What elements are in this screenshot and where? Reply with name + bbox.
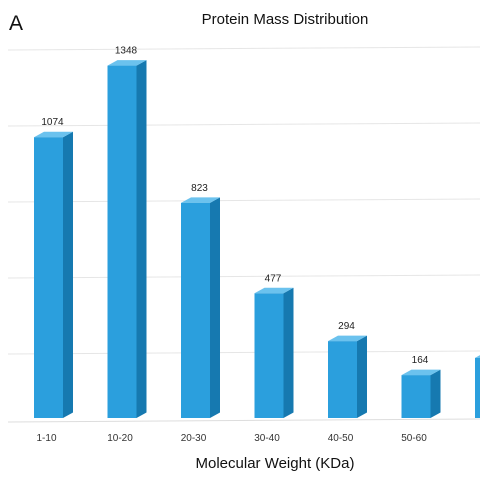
bar-top xyxy=(107,60,147,66)
bar-> xyxy=(475,355,480,418)
bar-side xyxy=(283,287,294,418)
x-axis-label: Molecular Weight (KDa) xyxy=(196,455,355,472)
bar-40-50 xyxy=(328,335,367,418)
bar-front xyxy=(181,202,210,418)
bar-20-30 xyxy=(181,197,220,418)
bar-10-20 xyxy=(107,60,147,418)
bar-side xyxy=(210,197,220,418)
bar-side xyxy=(63,131,73,418)
bar-front xyxy=(328,341,357,418)
data-label-10-20: 1348 xyxy=(115,46,138,57)
data-labels: 1074 1348 823 477 294 164 xyxy=(41,46,428,367)
bar-front xyxy=(475,357,480,418)
panel-label: A xyxy=(9,12,23,35)
bar-1-10 xyxy=(34,131,73,418)
tick-label-2: 10-20 xyxy=(107,433,133,444)
bar-front xyxy=(401,375,431,418)
tick-label-1: 1-10 xyxy=(36,433,56,444)
bar-top xyxy=(328,335,367,342)
bar-30-40 xyxy=(254,287,294,418)
data-label-1-10: 1074 xyxy=(41,117,64,128)
bars xyxy=(34,60,480,418)
gridline xyxy=(7,198,480,203)
bar-side xyxy=(136,60,147,418)
gridline xyxy=(7,46,480,51)
bar-50-60 xyxy=(401,369,441,418)
tick-label-6: 50-60 xyxy=(401,433,427,444)
data-label-50-60: 164 xyxy=(412,355,429,366)
tick-label-5: 40-50 xyxy=(328,433,354,444)
bar-top xyxy=(401,369,441,376)
bar-front xyxy=(254,293,284,418)
baseline xyxy=(7,418,480,423)
gridline xyxy=(7,350,480,355)
gridline xyxy=(7,122,480,127)
gridline xyxy=(7,274,480,279)
bar-top xyxy=(475,355,480,358)
gridlines xyxy=(7,46,480,423)
bar-top xyxy=(34,131,73,138)
tick-label-4: 30-40 xyxy=(254,433,280,444)
bar-front xyxy=(107,65,137,418)
bar-top xyxy=(181,197,220,203)
tick-label-3: 20-30 xyxy=(181,433,207,444)
bar-front xyxy=(34,137,63,418)
bar-side xyxy=(357,335,367,418)
data-label-20-30: 823 xyxy=(191,183,208,194)
data-label-30-40: 477 xyxy=(265,273,282,284)
bar-top xyxy=(254,287,294,294)
bar-side xyxy=(430,369,441,418)
chart-title: Protein Mass Distribution xyxy=(202,11,369,28)
data-label-40-50: 294 xyxy=(338,321,355,332)
